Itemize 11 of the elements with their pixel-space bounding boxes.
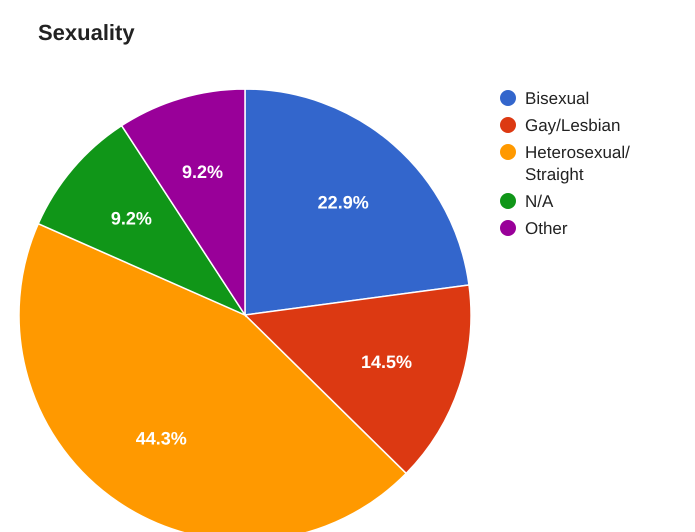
data-label: 14.5%	[360, 352, 412, 372]
data-label: 22.9%	[318, 192, 369, 213]
legend-label: Other	[525, 218, 568, 240]
data-label: 44.3%	[136, 428, 187, 448]
data-label: 9.2%	[110, 208, 152, 228]
chart-title: Sexuality	[38, 20, 135, 46]
data-label: 9.2%	[182, 162, 224, 182]
legend-label: N/A	[525, 191, 554, 213]
legend-label: Bisexual	[525, 88, 590, 110]
legend-label: Heterosexual/Straight	[525, 142, 631, 186]
legend-label: Gay/Lesbian	[525, 115, 620, 137]
